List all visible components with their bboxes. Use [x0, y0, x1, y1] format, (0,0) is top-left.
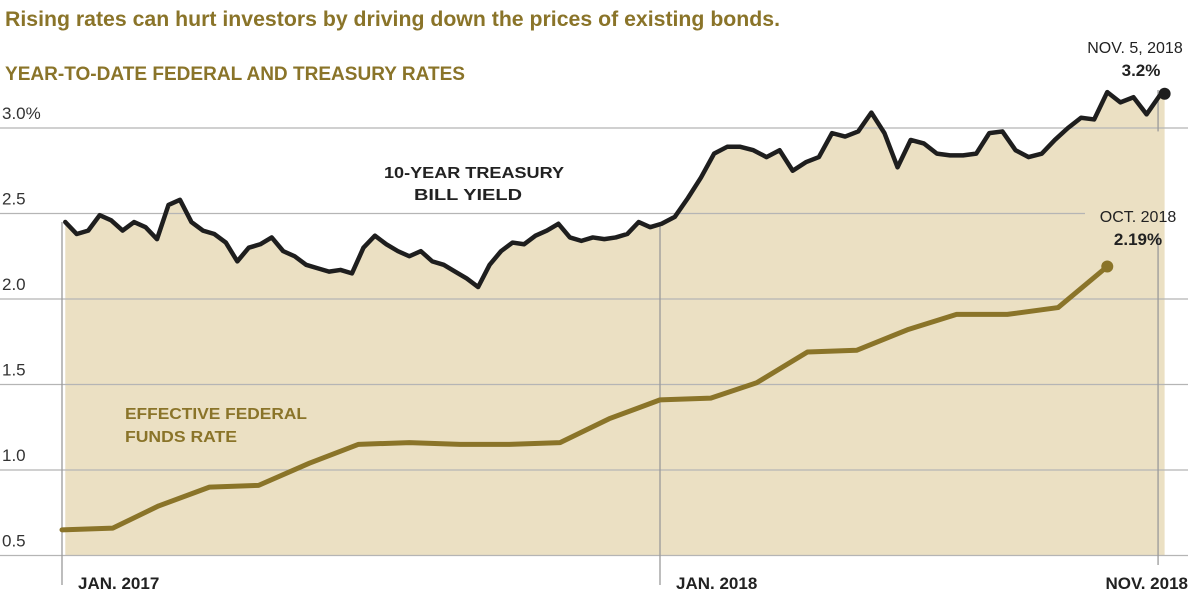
chart-subtitle: Rising rates can hurt investors by drivi… — [5, 8, 780, 31]
treasury-area-fill — [65, 92, 1165, 556]
y-tick-label: 3.0% — [2, 104, 41, 123]
plot-area: 3.0% 2.5 2.0 1.5 1.0 0.5 JAN. 2017 JAN. 2018 NO… — [0, 87, 1188, 593]
y-axis: 3.0% 2.5 2.0 1.5 1.0 0.5 — [2, 104, 41, 551]
treasury-end-point — [1158, 87, 1171, 100]
treasury-end-date-label: NOV. 5, 2018 — [1087, 40, 1183, 57]
y-tick-label: 2.0 — [2, 275, 26, 294]
fed-end-value-label: 2.19% — [1114, 230, 1162, 249]
fed-series-label-line2: FUNDS RATE — [125, 429, 237, 446]
x-tick-label: JAN. 2018 — [676, 574, 757, 593]
x-tick-label: JAN. 2017 — [78, 574, 159, 593]
y-tick-label: 1.5 — [2, 361, 26, 380]
fed-series-label-line1: EFFECTIVE FEDERAL — [125, 406, 307, 423]
treasury-line — [63, 89, 1167, 290]
chart-title: YEAR-TO-DATE FEDERAL AND TREASURY RATES — [5, 64, 465, 85]
fed-end-date-label: OCT. 2018 — [1100, 209, 1177, 226]
y-tick-label: 0.5 — [2, 532, 26, 551]
x-tick-label: NOV. 2018 — [1105, 574, 1188, 593]
gridlines — [0, 127, 1188, 557]
treasury-series-label-line1: 10-YEAR TREASURY — [384, 165, 564, 182]
y-tick-label: 1.0 — [2, 446, 26, 465]
treasury-end-value-label: 3.2% — [1122, 61, 1161, 80]
fed-end-point — [1101, 260, 1114, 273]
treasury-series-label-line2: BILL YIELD — [414, 187, 522, 204]
data-points — [1101, 87, 1171, 273]
y-tick-label: 2.5 — [2, 190, 26, 209]
fed-funds-line — [59, 264, 1110, 533]
